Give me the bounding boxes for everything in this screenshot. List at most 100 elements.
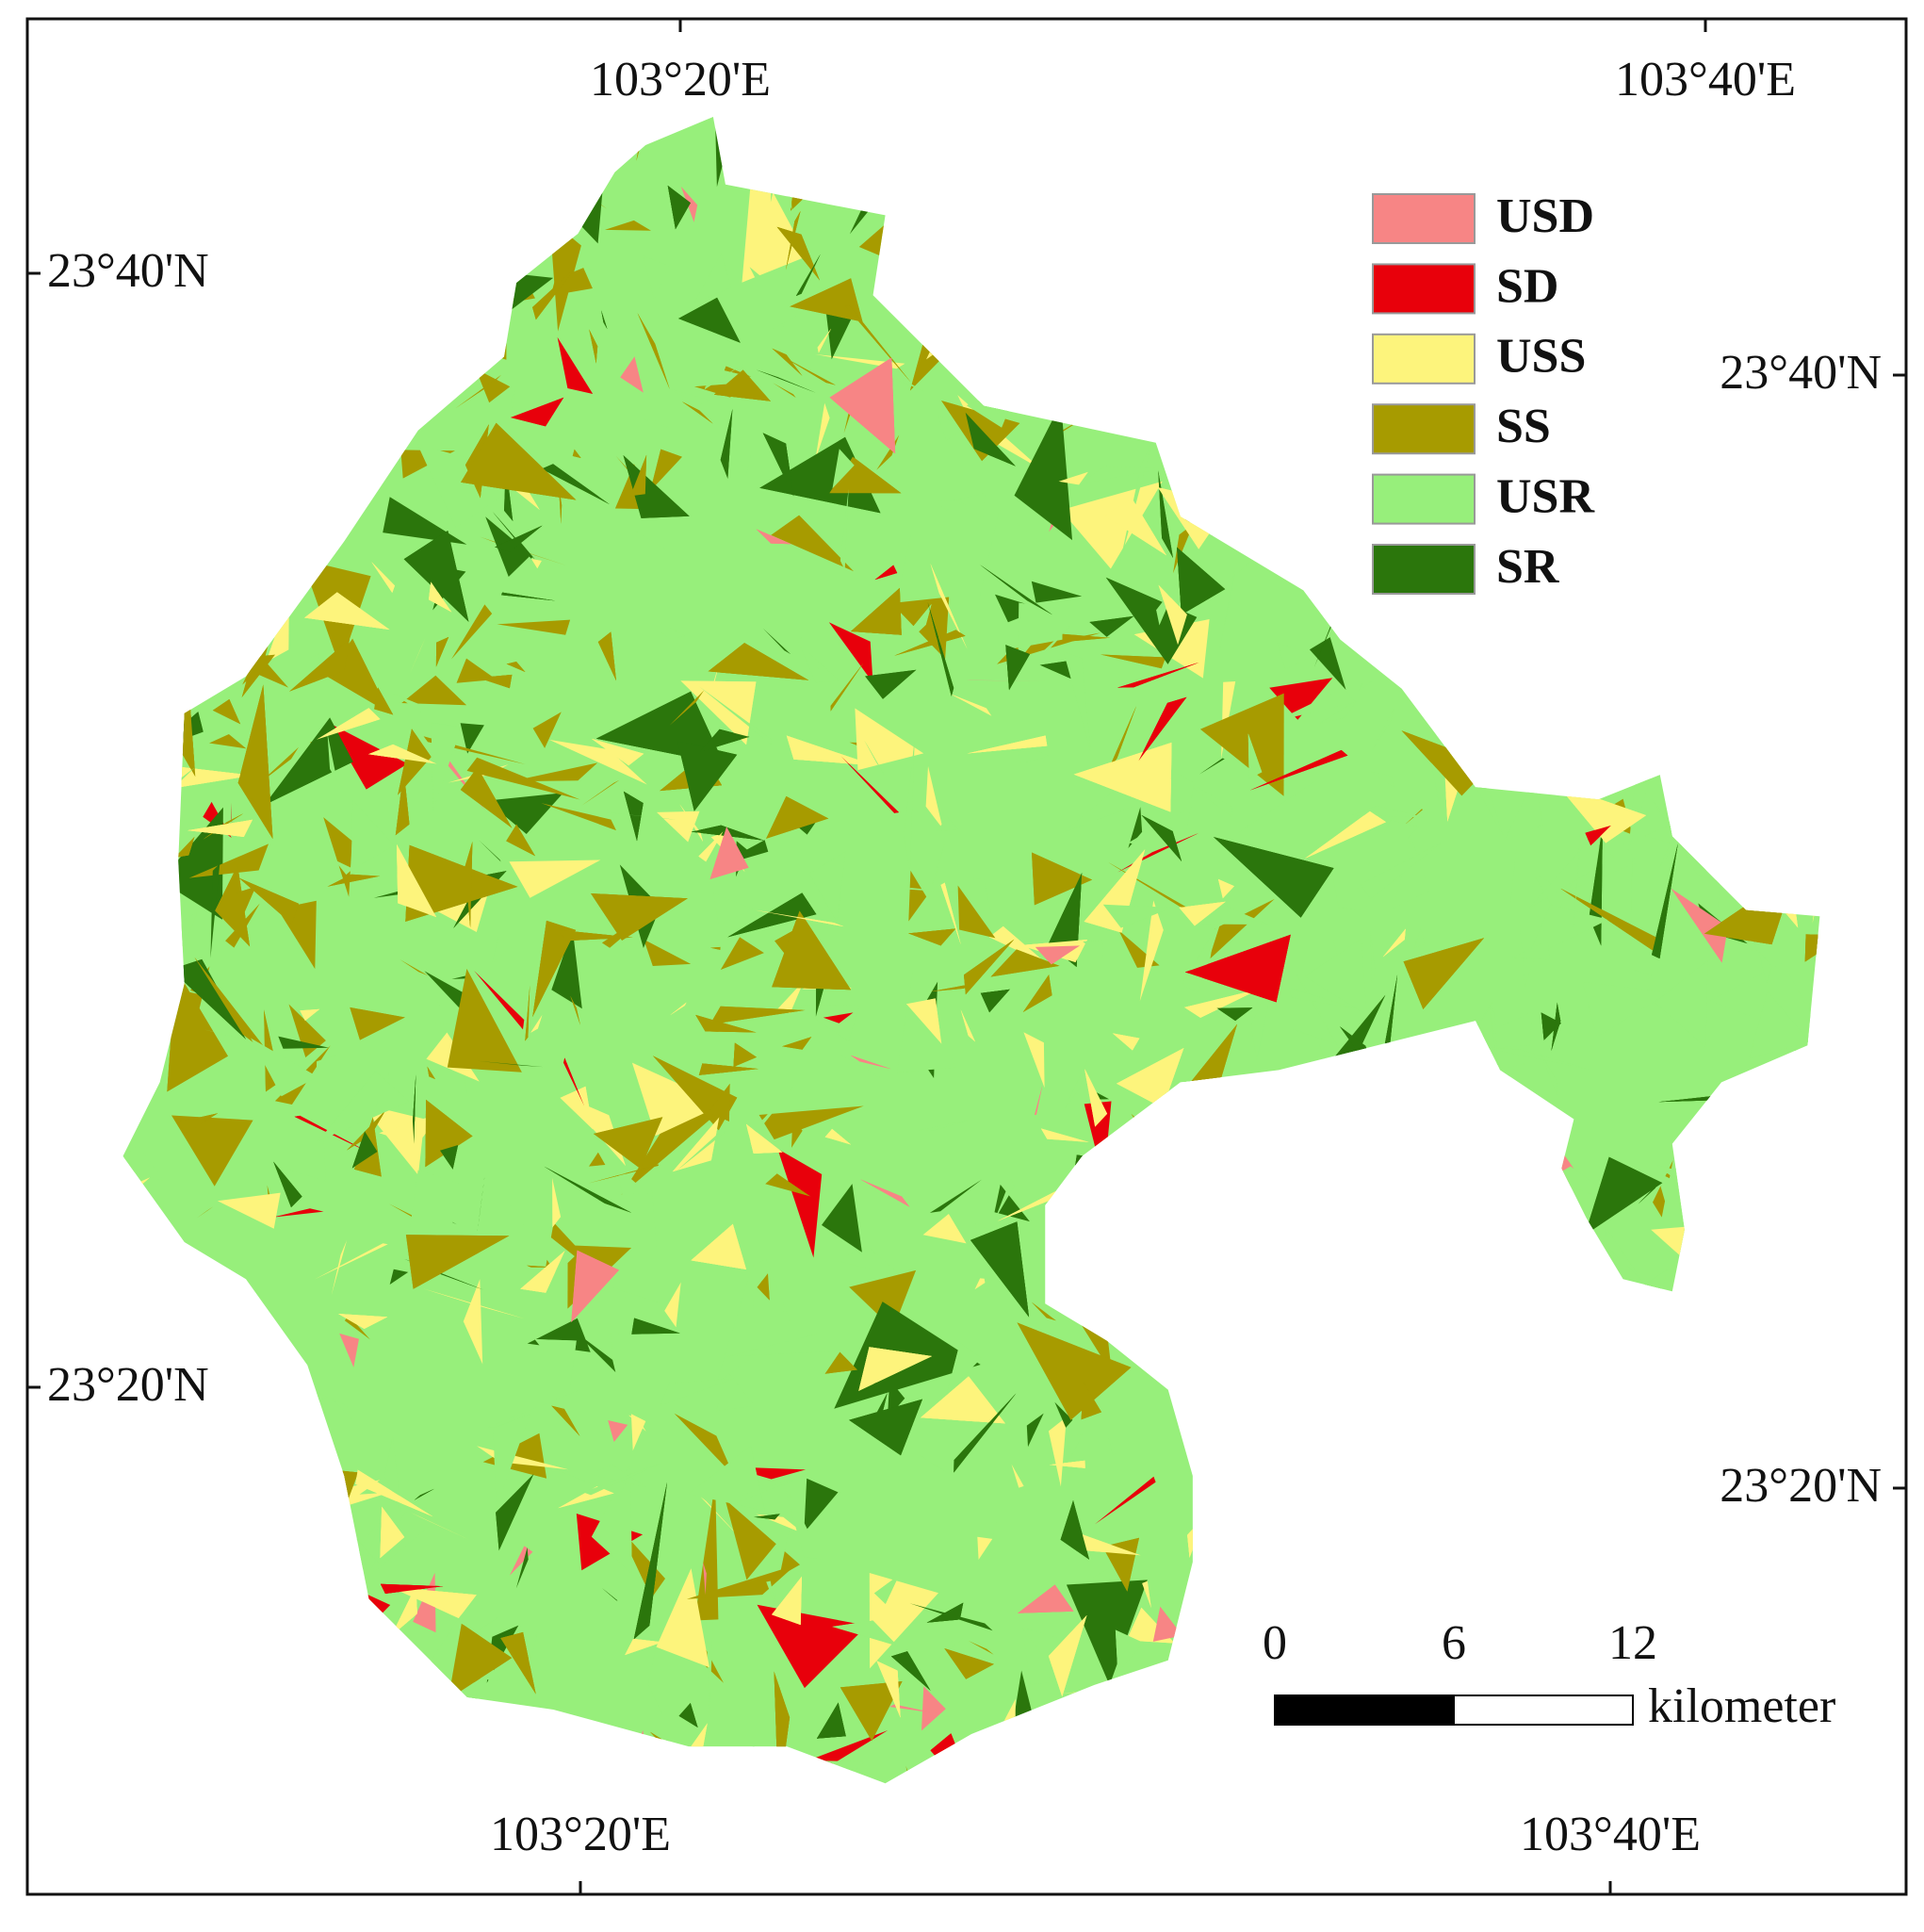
land-cover-patch <box>186 1619 206 1646</box>
land-cover-patch <box>225 348 282 385</box>
land-cover-patch <box>1804 886 1830 908</box>
land-cover-patch <box>872 89 947 176</box>
land-cover-patch <box>1590 75 1608 160</box>
land-cover-patch <box>1383 1250 1392 1274</box>
land-cover-patch <box>1646 332 1676 366</box>
land-cover-patch <box>1434 1482 1449 1548</box>
land-cover-patch <box>1384 1577 1426 1603</box>
land-cover-patch <box>1636 1325 1671 1350</box>
land-cover-patch <box>1299 467 1325 496</box>
land-cover-patch <box>1293 444 1311 498</box>
land-cover-patch <box>61 1306 171 1356</box>
land-cover-patch <box>1714 1269 1819 1300</box>
land-cover-patch <box>969 179 1068 225</box>
latitude-label: 23°40'N <box>1720 346 1882 400</box>
land-cover-patch <box>493 1740 507 1795</box>
land-cover-patch <box>1636 481 1709 559</box>
land-cover-patch <box>1317 172 1358 254</box>
land-cover-patch <box>1554 597 1576 621</box>
land-cover-patch <box>1592 548 1655 584</box>
land-cover-patch <box>1479 739 1566 756</box>
land-cover-patch <box>1677 1600 1752 1619</box>
land-cover-patch <box>106 320 143 358</box>
land-cover-patch <box>952 228 1003 374</box>
land-cover-patch <box>1403 1288 1432 1300</box>
land-cover-patch <box>256 256 266 262</box>
land-cover-patch <box>1586 123 1602 141</box>
land-cover-patch <box>1773 773 1807 848</box>
land-cover-patch <box>186 1619 206 1646</box>
land-cover-patch <box>159 1635 235 1761</box>
land-cover-patch <box>1170 368 1186 412</box>
land-cover-patch <box>1042 172 1117 212</box>
land-cover-patch <box>417 123 449 157</box>
land-cover-patch <box>1239 1558 1264 1606</box>
land-cover-patch <box>1264 1580 1283 1588</box>
land-cover-patch <box>183 1460 209 1465</box>
land-cover-patch <box>1479 704 1599 782</box>
land-cover-patch <box>1350 1772 1400 1792</box>
land-cover-patch <box>405 100 467 161</box>
land-cover-patch <box>1384 1577 1426 1603</box>
land-cover-patch <box>452 97 513 199</box>
land-cover-patch <box>1094 1247 1142 1281</box>
land-cover-patch <box>151 1539 162 1564</box>
land-cover-patch <box>1310 1403 1333 1464</box>
land-cover-patch <box>1529 1334 1594 1380</box>
land-cover-patch <box>1178 265 1195 293</box>
land-cover-patch <box>1613 440 1677 510</box>
land-cover-patch <box>101 1178 150 1211</box>
land-cover-patch <box>136 1238 173 1308</box>
land-cover-patch <box>592 106 622 133</box>
land-cover-patch <box>290 1755 305 1791</box>
land-cover-patch <box>1723 667 1782 760</box>
land-cover-patch <box>452 97 513 199</box>
land-cover-patch <box>374 1727 399 1821</box>
land-cover-patch <box>1751 190 1843 214</box>
land-cover-patch <box>1319 198 1367 225</box>
land-cover-patch <box>1272 1163 1291 1215</box>
legend-swatch <box>1373 475 1475 524</box>
land-cover-patch <box>1187 426 1257 516</box>
land-cover-patch <box>1529 1334 1594 1380</box>
land-cover-patch <box>409 1754 439 1810</box>
land-cover-patch <box>1783 847 1819 865</box>
land-cover-patch <box>162 1484 211 1560</box>
land-cover-patch <box>1555 1498 1613 1522</box>
land-cover-patch <box>541 138 608 243</box>
land-cover-patch <box>1339 1251 1388 1351</box>
land-cover-patch <box>1234 1379 1287 1428</box>
land-cover-patch <box>140 345 157 377</box>
land-cover-patch <box>1684 394 1731 472</box>
land-cover-patch <box>1317 172 1358 254</box>
land-cover-patch <box>1425 1327 1433 1341</box>
land-cover-patch <box>308 1631 333 1701</box>
land-cover-patch <box>213 1321 242 1335</box>
land-cover-patch <box>128 361 161 397</box>
land-cover-patch <box>1773 773 1807 848</box>
land-cover-patch <box>494 1728 563 1763</box>
land-cover-patch <box>1016 1809 1059 1847</box>
land-cover-patch <box>1255 1593 1260 1654</box>
land-cover-patch <box>405 100 467 161</box>
land-cover-patch <box>153 109 198 123</box>
land-cover-patch <box>1648 478 1675 530</box>
land-cover-patch <box>1611 1511 1653 1555</box>
land-cover-patch <box>1818 70 1862 142</box>
land-cover-patch <box>1756 1793 1775 1809</box>
land-cover-patch <box>829 91 873 138</box>
land-cover-patch <box>1369 1106 1385 1142</box>
land-cover-patch <box>1204 1326 1246 1369</box>
land-cover-patch <box>1535 1568 1590 1611</box>
land-cover-patch <box>1109 1131 1122 1159</box>
land-cover-patch <box>139 1542 182 1590</box>
land-cover-patch <box>1443 1760 1449 1783</box>
land-cover-patch <box>203 158 229 174</box>
land-cover-patch <box>632 1730 649 1772</box>
land-cover-patch <box>1508 1523 1592 1547</box>
land-cover-patch <box>1425 88 1483 169</box>
land-cover-patch <box>1711 1750 1721 1754</box>
land-cover-patch <box>979 270 1008 306</box>
land-cover-patch <box>1381 1496 1407 1510</box>
land-cover-patch <box>952 228 1003 374</box>
